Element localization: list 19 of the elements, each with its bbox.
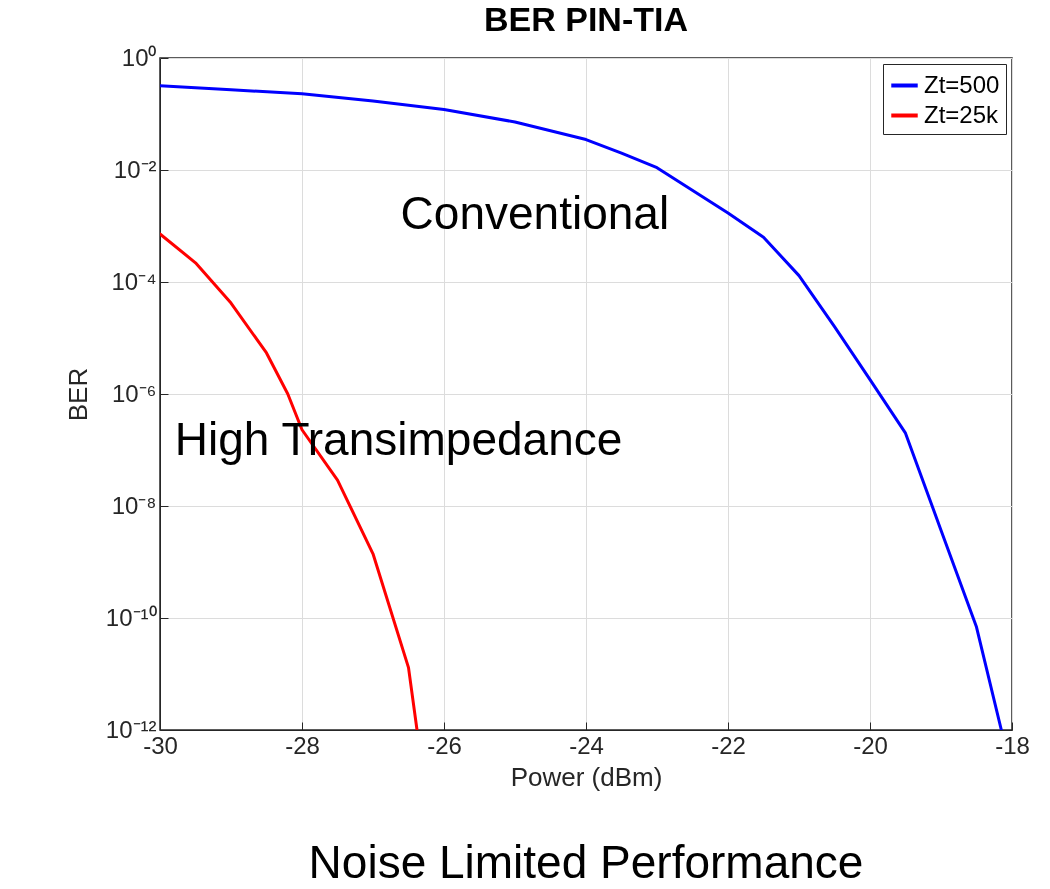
y-tick-label: 10⁻² (113, 155, 157, 183)
y-tick-label: 10⁻⁴ (111, 267, 157, 295)
x-tick-label: -24 (569, 731, 604, 759)
x-tick-label: -26 (427, 731, 462, 759)
y-tick-label: 10⁻⁸ (111, 491, 157, 519)
x-tick-label: -18 (995, 731, 1030, 759)
x-tick-label: -22 (711, 731, 746, 759)
x-tick-label: -20 (853, 731, 888, 759)
y-tick-label: 10⁻¹⁰ (105, 603, 157, 631)
text: Noise Limited Performance (308, 836, 864, 889)
legend-label: Zt=25k (924, 100, 1000, 128)
legend-label: Zt=500 (924, 70, 1000, 98)
x-axis-title: Power (dBm) (510, 761, 663, 792)
y-axis-title: BER (62, 367, 93, 422)
chart-title: BER PIN-TIA (484, 0, 688, 38)
x-tick-label: -28 (285, 731, 320, 759)
y-tick-label: 10⁻⁶ (111, 379, 157, 407)
annotation: Conventional (400, 187, 670, 240)
y-tick-label: 10⁰ (121, 43, 157, 71)
